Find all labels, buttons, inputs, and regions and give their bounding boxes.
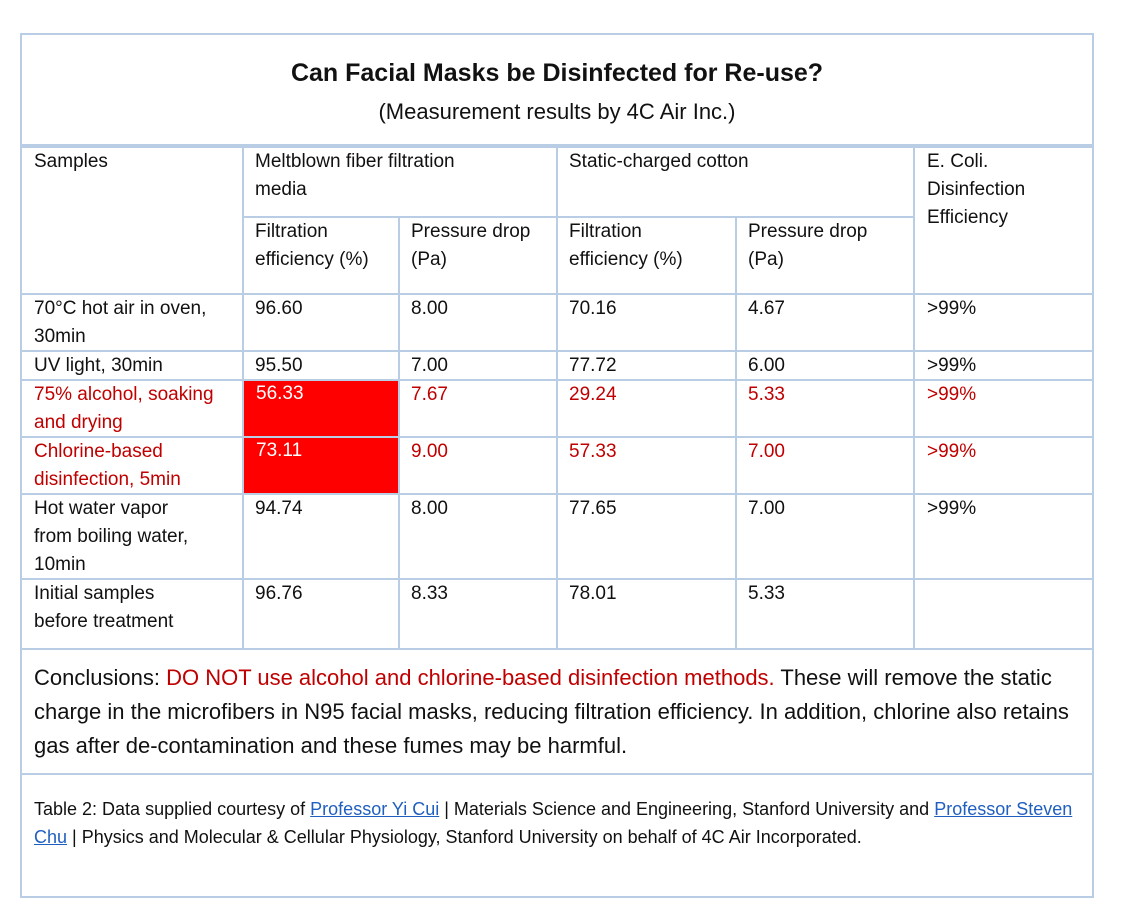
column-divider xyxy=(735,217,737,649)
footnote-text: | Physics and Molecular & Cellular Physi… xyxy=(67,827,862,847)
table-cell: 78.01 xyxy=(569,583,617,604)
table-cell: 7.00 xyxy=(748,498,785,519)
subheader-ct-pressure: Pressure drop (Pa) xyxy=(748,221,868,270)
table-frame: Can Facial Masks be Disinfected for Re-u… xyxy=(20,33,1094,898)
table-cell: 8.33 xyxy=(411,583,448,604)
table-cell: 7.00 xyxy=(411,355,448,376)
column-divider xyxy=(398,217,400,649)
table-cell: >99% xyxy=(927,384,977,405)
conclusion-text: Conclusions: DO NOT use alcohol and chlo… xyxy=(34,661,1084,763)
table-cell: >99% xyxy=(927,298,977,319)
table-cell: 77.72 xyxy=(569,355,617,376)
subheader-mb-pressure: Pressure drop (Pa) xyxy=(411,221,531,270)
page-title: Can Facial Masks be Disinfected for Re-u… xyxy=(290,59,824,87)
table-cell: Chlorine-based disinfection, 5min xyxy=(34,441,181,490)
header-samples: Samples xyxy=(34,151,108,172)
subheader-ct-filtration: Filtration efficiency (%) xyxy=(569,221,683,270)
table-cell: 75% alcohol, soaking and drying xyxy=(34,384,214,433)
table-cell: 70°C hot air in oven, 30min xyxy=(34,298,207,347)
table-cell: >99% xyxy=(927,355,977,376)
table-cell: 57.33 xyxy=(569,441,617,462)
table-cell: UV light, 30min xyxy=(34,355,163,376)
table-cell: >99% xyxy=(927,498,977,519)
subheader-divider xyxy=(242,216,914,218)
table-cell: 8.00 xyxy=(411,298,448,319)
table-cell: 5.33 xyxy=(748,384,785,405)
footnote-text: Table 2: Data supplied courtesy of xyxy=(34,799,311,819)
header-meltblown: Meltblown fiber filtration media xyxy=(255,151,455,200)
table-cell: 4.67 xyxy=(748,298,785,319)
table-bottom-divider xyxy=(22,648,1092,650)
table-cell: 6.00 xyxy=(748,355,785,376)
table-cell: Initial samples before treatment xyxy=(34,583,174,632)
highlight-cell-chlorine: 73.11 xyxy=(244,438,398,493)
table-cell: 29.24 xyxy=(569,384,617,405)
page-subtitle: (Measurement results by 4C Air Inc.) xyxy=(378,99,736,124)
table-cell: 96.60 xyxy=(255,298,303,319)
professor-cui-link[interactable]: Professor Yi Cui xyxy=(310,799,440,819)
table-cell: >99% xyxy=(927,441,977,462)
highlight-cell-alcohol: 56.33 xyxy=(244,381,398,436)
conclusion-warning: DO NOT use alcohol and chlorine-based di… xyxy=(166,665,775,690)
conclusion-body: These will remove the static charge in t… xyxy=(34,665,1069,758)
table-cell: 77.65 xyxy=(569,498,617,519)
table-cell: 9.00 xyxy=(411,441,448,462)
table-cell: 7.67 xyxy=(411,384,448,405)
column-divider xyxy=(242,146,244,649)
header-ecoli: E. Coli. Disinfection Efficiency xyxy=(927,151,1026,228)
table-cell: Hot water vapor from boiling water, 10mi… xyxy=(34,498,189,575)
header-cotton: Static-charged cotton xyxy=(569,151,749,172)
table-cell: 7.00 xyxy=(748,441,785,462)
table-cell: 73.11 xyxy=(256,440,303,461)
subheader-mb-filtration: Filtration efficiency (%) xyxy=(255,221,369,270)
table-cell: 96.76 xyxy=(255,583,303,604)
title-block: Can Facial Masks be Disinfected for Re-u… xyxy=(22,35,1092,145)
column-divider xyxy=(913,146,915,649)
conclusion-lead: Conclusions: xyxy=(34,665,167,690)
professor-chu-link[interactable]: Professor Steven Chu xyxy=(34,799,1073,847)
table-cell: 56.33 xyxy=(256,383,304,404)
table-cell: 94.74 xyxy=(255,498,303,519)
column-divider xyxy=(556,146,558,649)
table-cell: 95.50 xyxy=(255,355,303,376)
table-cell: 8.00 xyxy=(411,498,448,519)
footnote: Table 2: Data supplied courtesy of Profe… xyxy=(34,795,1084,851)
footnote-text: | Materials Science and Engineering, Sta… xyxy=(439,799,935,819)
table-cell: 5.33 xyxy=(748,583,785,604)
table-cell: 70.16 xyxy=(569,298,617,319)
conclusion-divider xyxy=(22,773,1092,775)
